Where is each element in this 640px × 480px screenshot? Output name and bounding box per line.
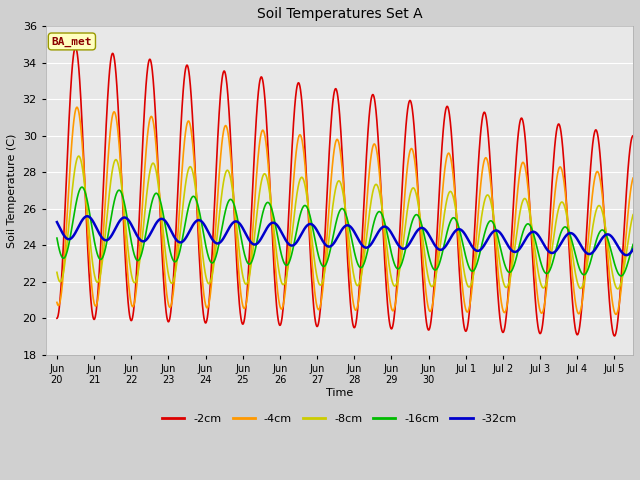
-4cm	[612, 311, 620, 317]
-32cm	[83, 214, 90, 219]
-2cm	[333, 91, 341, 96]
-2cm	[318, 284, 326, 290]
-4cm	[613, 311, 621, 316]
-16cm	[612, 267, 620, 273]
-8cm	[612, 285, 620, 290]
-16cm	[629, 241, 637, 247]
X-axis label: Time: Time	[326, 388, 353, 398]
-4cm	[612, 312, 620, 317]
-32cm	[53, 219, 61, 225]
-32cm	[318, 237, 326, 243]
Legend: -2cm, -4cm, -8cm, -16cm, -32cm: -2cm, -4cm, -8cm, -16cm, -32cm	[157, 409, 521, 429]
Title: Soil Temperatures Set A: Soil Temperatures Set A	[257, 7, 422, 21]
-2cm	[612, 326, 620, 332]
-16cm	[333, 215, 341, 220]
-16cm	[78, 184, 86, 190]
Text: BA_met: BA_met	[52, 36, 92, 47]
-2cm	[611, 333, 618, 339]
-8cm	[507, 272, 515, 277]
-2cm	[507, 247, 515, 253]
-32cm	[507, 247, 515, 252]
-32cm	[612, 241, 620, 247]
Line: -32cm: -32cm	[57, 216, 633, 255]
-4cm	[83, 210, 90, 216]
-4cm	[333, 136, 341, 142]
-32cm	[629, 247, 637, 252]
Line: -2cm: -2cm	[57, 48, 633, 336]
-8cm	[75, 153, 83, 159]
-16cm	[612, 266, 620, 272]
-4cm	[507, 269, 515, 275]
-8cm	[614, 286, 621, 292]
-4cm	[53, 300, 61, 305]
-16cm	[507, 269, 515, 275]
-16cm	[83, 195, 90, 201]
-16cm	[617, 273, 625, 279]
-2cm	[72, 45, 79, 50]
Y-axis label: Soil Temperature (C): Soil Temperature (C)	[7, 133, 17, 248]
-4cm	[73, 104, 81, 110]
-2cm	[53, 315, 61, 321]
-2cm	[629, 133, 637, 139]
-32cm	[333, 235, 341, 240]
-8cm	[612, 285, 620, 291]
-8cm	[53, 269, 61, 275]
-2cm	[613, 324, 621, 330]
Line: -16cm: -16cm	[57, 187, 633, 276]
-32cm	[612, 241, 620, 247]
-32cm	[623, 252, 630, 258]
-2cm	[83, 222, 90, 228]
Line: -4cm: -4cm	[57, 107, 633, 314]
-8cm	[629, 212, 637, 217]
Line: -8cm: -8cm	[57, 156, 633, 289]
-8cm	[318, 280, 326, 286]
-16cm	[53, 235, 61, 241]
-4cm	[318, 292, 326, 298]
-4cm	[629, 175, 637, 181]
-8cm	[333, 180, 341, 185]
-32cm	[83, 213, 91, 219]
-16cm	[318, 263, 326, 268]
-8cm	[83, 202, 90, 207]
